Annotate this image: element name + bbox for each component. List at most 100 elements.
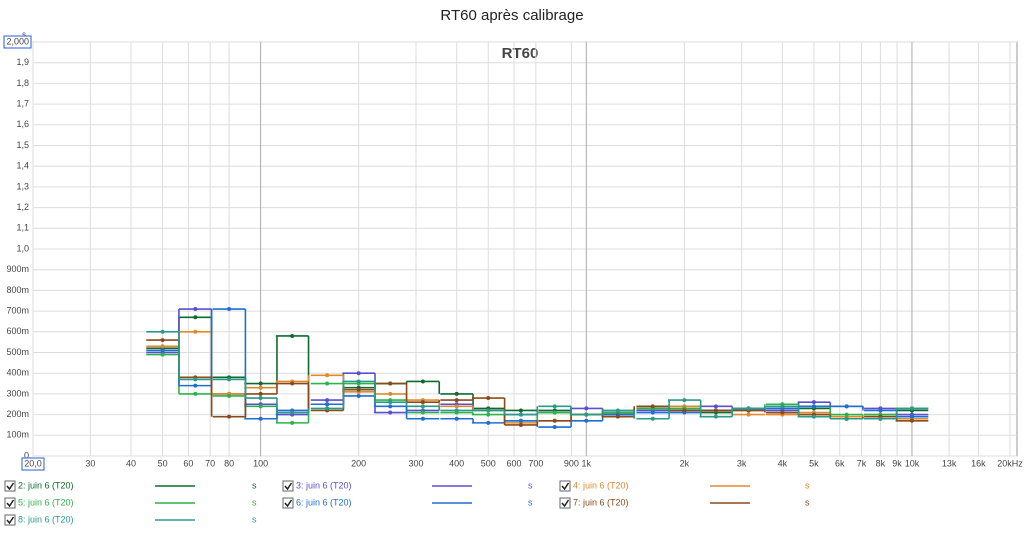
point xyxy=(325,381,330,386)
point xyxy=(420,416,425,421)
legend-checkbox[interactable] xyxy=(282,480,294,492)
y-tick-label: 300m xyxy=(6,388,29,398)
y-unit: s xyxy=(22,30,26,39)
legend-checkbox[interactable] xyxy=(559,480,571,492)
check xyxy=(561,482,570,491)
point xyxy=(682,408,687,413)
y-tick-label: 500m xyxy=(6,347,29,357)
point xyxy=(290,333,295,338)
x-tick-label: 3k xyxy=(737,458,747,468)
check xyxy=(284,499,293,508)
chart-title: RT60 après calibrage xyxy=(440,7,583,24)
point xyxy=(878,416,883,421)
point xyxy=(552,418,557,423)
legend-label: 5: juin 6 (T20) xyxy=(18,497,74,507)
point xyxy=(844,412,849,417)
x-tick-label: 2k xyxy=(680,458,690,468)
point xyxy=(909,414,914,419)
y-tick-label: 700m xyxy=(6,305,29,315)
point xyxy=(258,385,263,390)
point xyxy=(713,408,718,413)
legend-unit: s xyxy=(528,480,533,490)
legend-label: 8: juin 6 (T20) xyxy=(18,514,74,524)
point xyxy=(615,414,620,419)
y-tick-label: 2,000 xyxy=(6,36,29,46)
point xyxy=(258,396,263,401)
point xyxy=(682,398,687,403)
x-tick-label: 1k xyxy=(582,458,592,468)
point xyxy=(388,381,393,386)
legend-unit: s xyxy=(805,480,810,490)
check xyxy=(561,499,570,508)
point xyxy=(388,404,393,409)
check xyxy=(6,482,15,491)
point xyxy=(746,406,751,411)
x-tick-label: 10k xyxy=(905,458,920,468)
x-tick-label: 5k xyxy=(809,458,819,468)
point xyxy=(518,408,523,413)
x-tick-label: 30 xyxy=(85,458,95,468)
legend-unit: s xyxy=(528,497,533,507)
point xyxy=(325,406,330,411)
point xyxy=(388,410,393,415)
x-tick-label: 4k xyxy=(778,458,788,468)
legend-checkbox[interactable] xyxy=(4,480,16,492)
legend-checkbox[interactable] xyxy=(4,497,16,509)
point xyxy=(356,387,361,392)
point xyxy=(160,352,165,357)
legend-label: 4: juin 6 (T20) xyxy=(573,480,629,490)
legend-checkbox[interactable] xyxy=(559,497,571,509)
point xyxy=(584,418,589,423)
point xyxy=(356,393,361,398)
x-tick-label: 6k xyxy=(835,458,845,468)
point xyxy=(193,329,198,334)
point xyxy=(258,391,263,396)
point xyxy=(650,410,655,415)
point xyxy=(227,393,232,398)
x-tick-label: 16k xyxy=(971,458,986,468)
point xyxy=(420,400,425,405)
y-tick-label: 1,3 xyxy=(16,181,29,191)
x-tick-label: 13k xyxy=(942,458,957,468)
point xyxy=(290,410,295,415)
x-tick-label: 80 xyxy=(224,458,234,468)
legend-label: 2: juin 6 (T20) xyxy=(18,480,74,490)
point xyxy=(909,418,914,423)
point xyxy=(713,414,718,419)
point xyxy=(388,391,393,396)
point xyxy=(325,398,330,403)
check xyxy=(6,516,15,525)
legend-checkbox[interactable] xyxy=(282,497,294,509)
point xyxy=(615,408,620,413)
point xyxy=(193,383,198,388)
point xyxy=(518,412,523,417)
legend-unit: s xyxy=(252,497,257,507)
point xyxy=(811,400,816,405)
point xyxy=(844,404,849,409)
x-tick-label: 70 xyxy=(205,458,215,468)
point xyxy=(780,404,785,409)
y-tick-label: 1,2 xyxy=(16,202,29,212)
x-tick-label: 500 xyxy=(481,458,496,468)
point xyxy=(811,404,816,409)
y-tick-label: 1,6 xyxy=(16,119,29,129)
x-tick-label: 900 xyxy=(564,458,579,468)
point xyxy=(552,404,557,409)
point xyxy=(160,348,165,353)
point xyxy=(878,408,883,413)
legend-checkbox[interactable] xyxy=(4,514,16,526)
x-tick-label: 9k xyxy=(892,458,902,468)
legend-label: 7: juin 6 (T20) xyxy=(573,497,629,507)
y-tick-label: 1,0 xyxy=(16,243,29,253)
y-tick-label: 1,9 xyxy=(16,57,29,67)
point xyxy=(193,315,198,320)
point xyxy=(325,402,330,407)
x-tick-label: 600 xyxy=(507,458,522,468)
x-tick-label: 60 xyxy=(183,458,193,468)
y-tick-label: 800m xyxy=(6,285,29,295)
x-tick-label: 40 xyxy=(126,458,136,468)
point xyxy=(811,414,816,419)
y-tick-label: 600m xyxy=(6,326,29,336)
